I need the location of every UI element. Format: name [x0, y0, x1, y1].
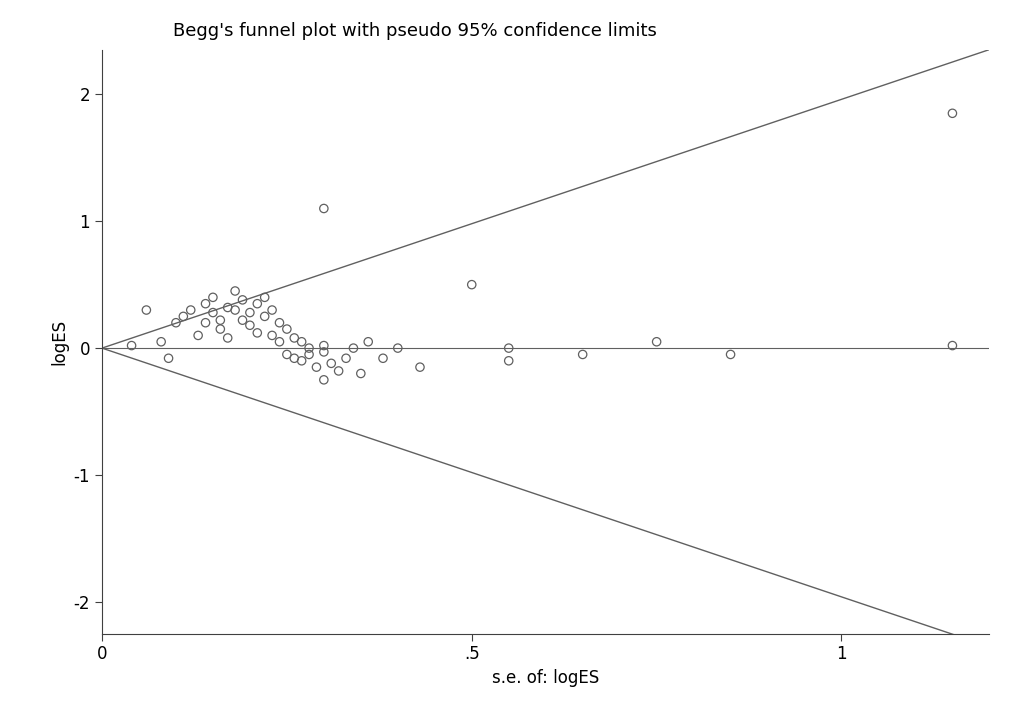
Point: [301, 349, 317, 360]
Point: [123, 340, 140, 351]
Point: [219, 333, 235, 344]
Point: [160, 352, 176, 364]
Point: [271, 317, 287, 328]
Point: [412, 362, 428, 373]
Point: [205, 292, 221, 303]
Point: [278, 349, 294, 360]
Point: [227, 286, 244, 297]
Point: [316, 374, 332, 385]
Point: [249, 298, 265, 310]
Point: [330, 365, 346, 377]
Point: [500, 355, 517, 367]
Point: [353, 368, 369, 379]
Point: [234, 294, 251, 305]
Point: [212, 315, 228, 326]
Point: [271, 336, 287, 347]
Point: [234, 315, 251, 326]
Point: [257, 292, 273, 303]
Point: [264, 330, 280, 341]
Point: [648, 336, 664, 347]
Point: [944, 340, 960, 351]
Point: [316, 340, 332, 351]
Point: [344, 342, 362, 354]
Text: Begg's funnel plot with pseudo 95% confidence limits: Begg's funnel plot with pseudo 95% confi…: [173, 22, 656, 40]
Point: [219, 302, 235, 313]
Point: [944, 108, 960, 119]
Point: [293, 336, 310, 347]
X-axis label: s.e. of: logES: s.e. of: logES: [491, 669, 599, 687]
Point: [316, 203, 332, 214]
Point: [175, 310, 192, 322]
Point: [198, 298, 214, 310]
Point: [500, 342, 517, 354]
Point: [389, 342, 406, 354]
Point: [293, 355, 310, 367]
Point: [337, 352, 354, 364]
Point: [285, 333, 303, 344]
Point: [463, 279, 480, 290]
Point: [242, 320, 258, 331]
Point: [249, 328, 265, 339]
Point: [264, 304, 280, 315]
Point: [212, 323, 228, 335]
Point: [301, 342, 317, 354]
Point: [375, 352, 391, 364]
Point: [257, 310, 273, 322]
Point: [308, 362, 324, 373]
Point: [167, 317, 184, 328]
Y-axis label: logES: logES: [50, 319, 68, 365]
Point: [205, 307, 221, 318]
Point: [323, 357, 339, 369]
Point: [242, 307, 258, 318]
Point: [278, 323, 294, 335]
Point: [285, 352, 303, 364]
Point: [153, 336, 169, 347]
Point: [139, 304, 155, 315]
Point: [190, 330, 206, 341]
Point: [316, 346, 332, 357]
Point: [198, 317, 214, 328]
Point: [182, 304, 199, 315]
Point: [227, 304, 244, 315]
Point: [574, 349, 590, 360]
Point: [360, 336, 376, 347]
Point: [721, 349, 738, 360]
